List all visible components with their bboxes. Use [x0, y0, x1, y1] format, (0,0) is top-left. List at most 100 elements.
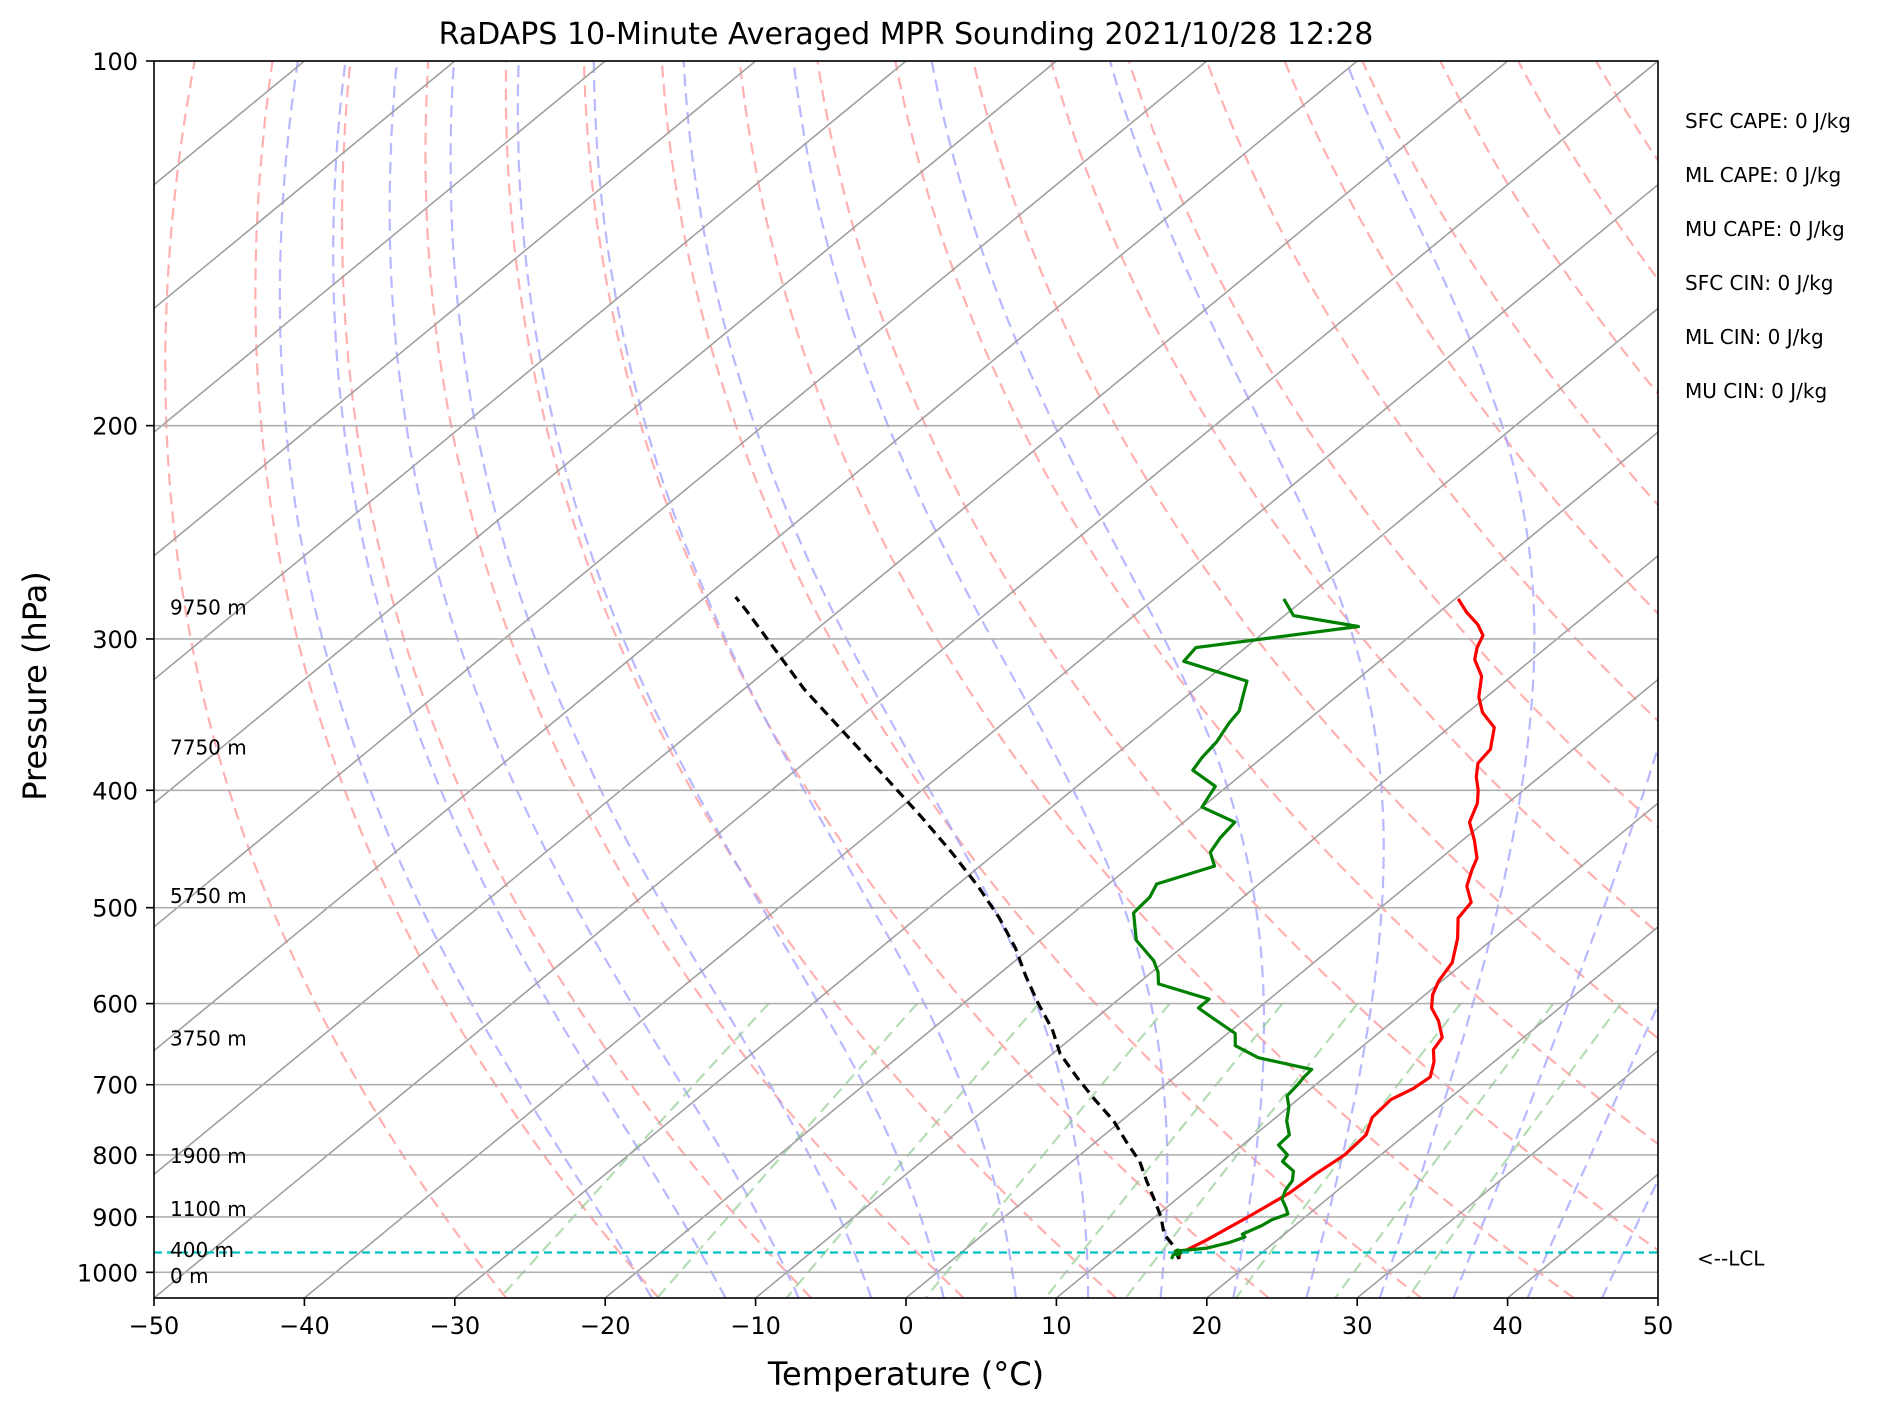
height-label: 3750 m	[170, 1027, 247, 1051]
y-axis-label: Pressure (hPa)	[16, 571, 54, 801]
moist-adiabat-line	[1344, 61, 1536, 1298]
parcel-trace	[734, 596, 1181, 1260]
dry-adiabat-line	[582, 61, 1270, 1298]
y-tick-label: 800	[92, 1142, 138, 1170]
dry-adiabat-line	[972, 61, 1658, 1040]
sounding-traces	[154, 596, 1658, 1260]
mixing-ratio-line	[1044, 1002, 1284, 1298]
dry-adiabat-line	[1283, 61, 1658, 616]
isotherm-line	[1657, 1296, 1658, 1298]
background-lines	[0, 61, 1882, 1298]
dry-adiabat-line	[1830, 61, 1882, 1298]
dry-adiabat-line	[1205, 61, 1658, 723]
isotherm-line	[154, 61, 1358, 1052]
moist-adiabat-line	[1452, 61, 1658, 1298]
dry-adiabat-line	[1049, 61, 1658, 935]
y-tick-label: 600	[92, 991, 138, 1019]
annotations: <--LCL 9750 m 7750 m 5750 m 3750 m 1900 m 1100…	[170, 109, 1851, 1288]
dry-adiabat-line	[660, 61, 1422, 1298]
dry-adiabat-line	[164, 61, 508, 1298]
x-tick-label: −30	[429, 1312, 480, 1340]
dry-adiabat-line	[1752, 61, 1882, 1298]
x-tick-label: 30	[1342, 1312, 1373, 1340]
stability-index-label: MU CAPE: 0 J/kg	[1685, 217, 1845, 241]
mixing-ratio-line	[499, 1002, 770, 1298]
x-tick-label: −10	[730, 1312, 781, 1340]
y-tick-label: 1000	[77, 1259, 138, 1287]
mixing-ratio-line	[1124, 1002, 1359, 1298]
lcl-label: <--LCL	[1697, 1246, 1765, 1270]
isotherm-line	[755, 554, 1658, 1298]
moist-adiabat-line	[1677, 61, 1882, 1298]
dry-adiabat-line	[340, 61, 812, 1298]
mixing-ratio-line	[1406, 1002, 1622, 1298]
moist-adiabat-line	[516, 61, 945, 1298]
isotherm-line	[154, 61, 757, 557]
moist-adiabat-line	[1526, 1002, 1658, 1298]
moist-adiabat-line	[1108, 61, 1385, 1298]
isotherm-line	[604, 431, 1658, 1298]
dry-adiabat-line	[1127, 61, 1658, 829]
height-label: 1900 m	[170, 1144, 247, 1168]
axes: −50 −40 −30 −20 −10 0 10 20 30 40 50 100 200 300 400 50…	[77, 48, 1673, 1340]
temperature-trace	[1177, 598, 1496, 1260]
mixing-ratio-line	[785, 1002, 1040, 1298]
mixing-ratio-line	[1334, 1002, 1555, 1298]
height-label: 1100 m	[170, 1197, 247, 1221]
dry-adiabat-line	[424, 61, 965, 1298]
stability-index-label: SFC CAPE: 0 J/kg	[1685, 109, 1851, 133]
x-tick-label: −40	[279, 1312, 330, 1340]
y-tick-label: 300	[92, 626, 138, 654]
isotherm-line	[0, 61, 4, 1298]
moist-adiabat-line	[332, 61, 727, 1298]
x-tick-label: −50	[129, 1312, 180, 1340]
moist-adiabat-line	[388, 61, 800, 1298]
x-tick-label: 50	[1643, 1312, 1674, 1340]
dry-adiabat-line	[504, 61, 1117, 1298]
x-tick-label: 40	[1492, 1312, 1523, 1340]
isotherm-line	[154, 61, 907, 681]
isotherm-line	[905, 678, 1658, 1298]
mixing-ratio-line	[924, 1002, 1171, 1298]
moist-adiabat-line	[592, 61, 1017, 1298]
mixing-ratio-line	[656, 1002, 919, 1298]
y-tick-label: 400	[92, 777, 138, 805]
dry-adiabat-line	[1674, 61, 1882, 1298]
height-label: 400 m	[170, 1238, 234, 1262]
dry-adiabat-line	[816, 61, 1658, 1252]
isotherm-line	[154, 61, 1057, 805]
x-tick-label: 10	[1041, 1312, 1072, 1340]
stability-index-label: SFC CIN: 0 J/kg	[1685, 271, 1833, 295]
isotherm-line	[1055, 802, 1658, 1298]
isotherm-line	[154, 61, 1208, 928]
isotherm-line	[303, 183, 1658, 1298]
isotherm-line	[154, 61, 1658, 1298]
mixing-ratio-line	[1235, 1002, 1462, 1298]
isotherm-line	[1507, 1173, 1658, 1298]
moist-adiabat-line	[449, 61, 873, 1298]
stability-index-label: ML CAPE: 0 J/kg	[1685, 163, 1841, 187]
isotherm-line	[154, 61, 456, 310]
y-tick-label: 200	[92, 413, 138, 441]
dry-adiabat-line	[1595, 61, 1658, 163]
x-tick-label: 0	[898, 1312, 913, 1340]
isotherm-line	[454, 307, 1658, 1298]
height-label: 0 m	[170, 1264, 209, 1288]
isotherm-line	[1356, 1049, 1658, 1298]
height-label: 7750 m	[170, 735, 247, 759]
chart-title: RaDAPS 10-Minute Averaged MPR Sounding 2…	[439, 17, 1374, 52]
dry-adiabat-line	[254, 61, 660, 1298]
isotherm-line	[1206, 925, 1658, 1298]
dry-adiabat-line	[738, 61, 1575, 1298]
y-tick-label: 100	[92, 48, 138, 76]
dry-adiabat-line	[894, 61, 1658, 1146]
moist-adiabat-line	[1601, 1177, 1658, 1298]
y-tick-label: 500	[92, 895, 138, 923]
x-tick-label: 20	[1192, 1312, 1223, 1340]
isotherm-line	[154, 61, 1509, 1176]
moist-adiabat-line	[278, 61, 653, 1298]
moist-adiabat-line	[930, 61, 1266, 1298]
y-tick-label: 700	[92, 1072, 138, 1100]
dry-adiabat-line	[1517, 61, 1658, 282]
